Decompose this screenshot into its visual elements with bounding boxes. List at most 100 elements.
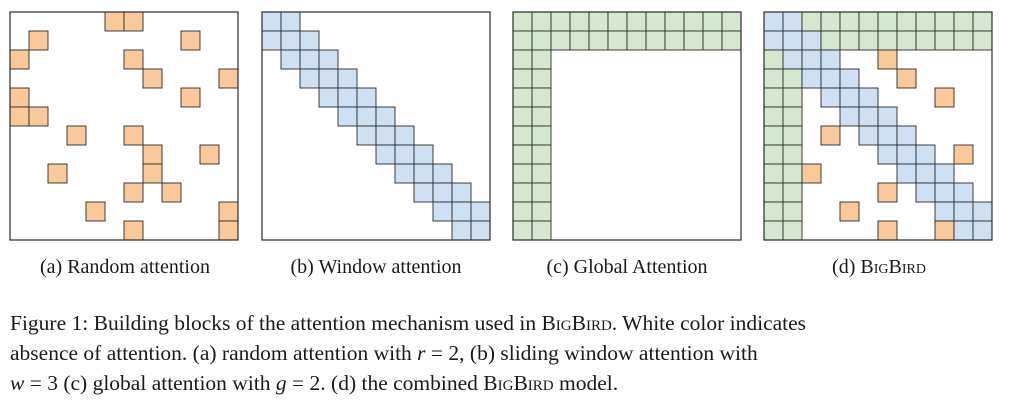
caption-line-1: Figure 1: Building blocks of the attenti… <box>10 308 1005 338</box>
global-attention-cell <box>512 201 533 222</box>
window-attention-cell <box>299 49 320 70</box>
global-attention-cell <box>531 106 552 127</box>
global-attention-cell <box>877 30 898 51</box>
random-attention-cell <box>104 11 125 32</box>
window-attention-cell <box>763 30 784 51</box>
random-attention-cell <box>199 144 220 165</box>
window-attention-cell <box>934 182 955 203</box>
window-attention-cell <box>375 125 396 146</box>
window-attention-cell <box>858 106 879 127</box>
global-attention-cell <box>858 30 879 51</box>
window-attention-cell <box>299 68 320 89</box>
window-attention-cell <box>953 201 974 222</box>
global-attention-cell <box>763 201 784 222</box>
random-attention-cell <box>218 201 239 222</box>
global-attention-cell <box>512 87 533 108</box>
window-attention-cell <box>451 201 472 222</box>
global-attention-cell <box>782 68 803 89</box>
random-attention-cell <box>934 220 955 241</box>
window-attention-cell <box>896 144 917 165</box>
window-attention-cell <box>839 68 860 89</box>
global-attention-cell <box>915 11 936 32</box>
window-attention-cell <box>394 144 415 165</box>
random-attention-cell <box>180 30 201 51</box>
caption-variable-g: g <box>275 371 287 395</box>
window-attention-cell <box>394 125 415 146</box>
random-attention-cell <box>820 125 841 146</box>
window-attention-cell <box>261 11 282 32</box>
global-attention-matrix <box>512 11 742 241</box>
window-attention-cell <box>934 201 955 222</box>
random-attention-cell <box>123 182 144 203</box>
global-attention-cell <box>607 11 628 32</box>
global-attention-cell <box>763 163 784 184</box>
global-attention-cell <box>721 30 742 51</box>
caption-text: = 3 (c) global attention with <box>24 371 276 395</box>
global-attention-cell <box>896 11 917 32</box>
caption-line-2: absence of attention. (a) random attenti… <box>10 338 1005 368</box>
global-attention-cell <box>782 182 803 203</box>
global-attention-cell <box>569 11 590 32</box>
global-attention-cell <box>839 30 860 51</box>
window-attention-cell <box>877 144 898 165</box>
bigbird-attention-matrix <box>763 11 993 241</box>
window-attention-cell <box>953 220 974 241</box>
global-attention-cell <box>683 30 704 51</box>
global-attention-cell <box>782 87 803 108</box>
caption-text: . White color indicates <box>611 311 807 335</box>
window-attention-cell <box>413 144 434 165</box>
global-attention-cell <box>626 30 647 51</box>
caption-model-name: BigBird <box>541 311 612 335</box>
global-attention-cell <box>626 11 647 32</box>
random-attention-cell <box>9 87 30 108</box>
window-attention-cell <box>801 30 822 51</box>
window-attention-cell <box>413 182 434 203</box>
window-attention-cell <box>915 163 936 184</box>
random-attention-label-name: Random attention <box>67 256 210 278</box>
window-attention-cell <box>337 68 358 89</box>
window-attention-cell <box>782 30 803 51</box>
caption-text: = 2, (b) sliding window attention with <box>425 341 758 365</box>
caption-line-3: w = 3 (c) global attention with g = 2. (… <box>10 368 1005 398</box>
random-attention-cell <box>66 125 87 146</box>
global-attention-cell <box>763 125 784 146</box>
window-attention-cell <box>318 68 339 89</box>
figure-caption: Figure 1: Building blocks of the attenti… <box>10 308 1005 398</box>
global-attention-cell <box>782 106 803 127</box>
global-attention-cell <box>531 182 552 203</box>
global-attention-cell <box>896 30 917 51</box>
global-attention-cell <box>512 30 533 51</box>
random-attention-cell <box>218 220 239 241</box>
global-attention-cell <box>512 11 533 32</box>
caption-variable-r: r <box>417 341 426 365</box>
global-attention-cell <box>820 11 841 32</box>
window-attention-cell <box>953 182 974 203</box>
global-attention-cell <box>763 68 784 89</box>
random-attention-cell <box>123 11 144 32</box>
random-attention-cell <box>877 220 898 241</box>
window-attention-cell <box>280 30 301 51</box>
window-attention-cell <box>394 163 415 184</box>
global-attention-cell <box>972 11 993 32</box>
global-attention-label: (c) Global Attention <box>512 256 742 279</box>
random-attention-cell <box>142 144 163 165</box>
window-attention-cell <box>877 125 898 146</box>
window-attention-cell <box>820 49 841 70</box>
window-attention-cell <box>299 30 320 51</box>
window-attention-cell <box>337 87 358 108</box>
window-attention-cell <box>972 220 993 241</box>
global-attention-cell <box>763 182 784 203</box>
global-attention-cell <box>782 163 803 184</box>
global-attention-cell <box>550 30 571 51</box>
random-attention-cell <box>896 68 917 89</box>
window-attention-cell <box>470 220 491 241</box>
global-attention-cell <box>763 106 784 127</box>
random-attention-cell <box>123 125 144 146</box>
global-attention-cell <box>702 30 723 51</box>
window-attention-cell <box>375 106 396 127</box>
bigbird-label-prefix: (d) <box>832 256 856 278</box>
global-attention-cell <box>531 144 552 165</box>
global-attention-cell <box>531 87 552 108</box>
global-attention-label-name: Global Attention <box>573 256 708 278</box>
matrix-border <box>9 11 239 241</box>
